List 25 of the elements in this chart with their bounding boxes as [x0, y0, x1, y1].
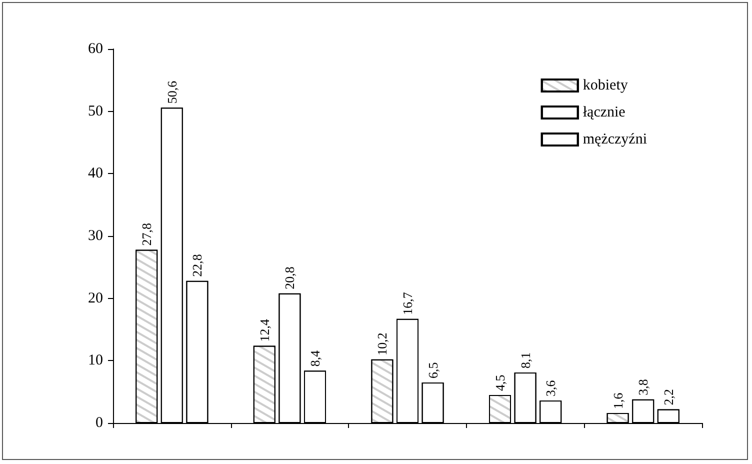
- data-label: 22,8: [190, 254, 205, 277]
- data-label: 27,8: [139, 222, 154, 246]
- data-label: 6,5: [425, 362, 440, 378]
- y-tick-label: 40: [88, 166, 103, 182]
- data-label: 20,8: [282, 266, 298, 290]
- data-label: 10,2: [374, 332, 390, 356]
- legend-label: kobiety: [582, 78, 628, 94]
- y-tick-label: 50: [88, 103, 103, 120]
- data-label: 16,7: [400, 292, 415, 315]
- data-label: 8,4: [308, 350, 322, 367]
- y-tick-label: 10: [88, 352, 103, 369]
- data-label: 2,2: [660, 389, 676, 406]
- data-label: 50,6: [164, 80, 180, 104]
- y-tick-label: 30: [88, 228, 103, 244]
- data-label: 3,8: [636, 379, 651, 396]
- data-label: 3,6: [543, 380, 558, 397]
- y-tick-label: 0: [96, 415, 103, 431]
- data-label: 4,5: [492, 374, 508, 391]
- y-tick-label: 20: [88, 290, 103, 306]
- legend-label: mężczyźni: [582, 132, 647, 148]
- data-label: 12,4: [256, 318, 272, 342]
- legend-label: łącznie: [582, 104, 626, 120]
- data-label: 8,1: [518, 352, 533, 369]
- y-tick-label: 60: [88, 41, 103, 57]
- data-label: 1,6: [610, 392, 626, 410]
